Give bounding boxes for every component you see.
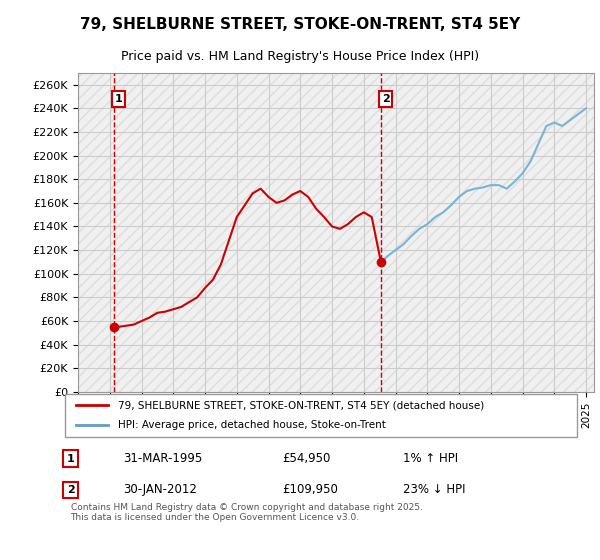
Bar (78, 73, 594, 392)
Text: £109,950: £109,950 (282, 483, 338, 497)
Text: 31-MAR-1995: 31-MAR-1995 (124, 452, 203, 465)
Text: Contains HM Land Registry data © Crown copyright and database right 2025.
This d: Contains HM Land Registry data © Crown c… (71, 503, 422, 522)
Text: 79, SHELBURNE STREET, STOKE-ON-TRENT, ST4 5EY (detached house): 79, SHELBURNE STREET, STOKE-ON-TRENT, ST… (118, 400, 484, 410)
Text: Price paid vs. HM Land Registry's House Price Index (HPI): Price paid vs. HM Land Registry's House … (121, 50, 479, 63)
Text: 1: 1 (115, 94, 122, 104)
Text: 79, SHELBURNE STREET, STOKE-ON-TRENT, ST4 5EY: 79, SHELBURNE STREET, STOKE-ON-TRENT, ST… (80, 17, 520, 32)
Text: 30-JAN-2012: 30-JAN-2012 (124, 483, 197, 497)
Text: HPI: Average price, detached house, Stoke-on-Trent: HPI: Average price, detached house, Stok… (118, 421, 386, 430)
Text: 1% ↑ HPI: 1% ↑ HPI (403, 452, 458, 465)
Text: 2: 2 (67, 485, 74, 495)
FancyBboxPatch shape (65, 394, 577, 437)
Text: £54,950: £54,950 (282, 452, 330, 465)
Text: 1: 1 (67, 454, 74, 464)
Text: 23% ↓ HPI: 23% ↓ HPI (403, 483, 466, 497)
Text: 2: 2 (382, 94, 389, 104)
